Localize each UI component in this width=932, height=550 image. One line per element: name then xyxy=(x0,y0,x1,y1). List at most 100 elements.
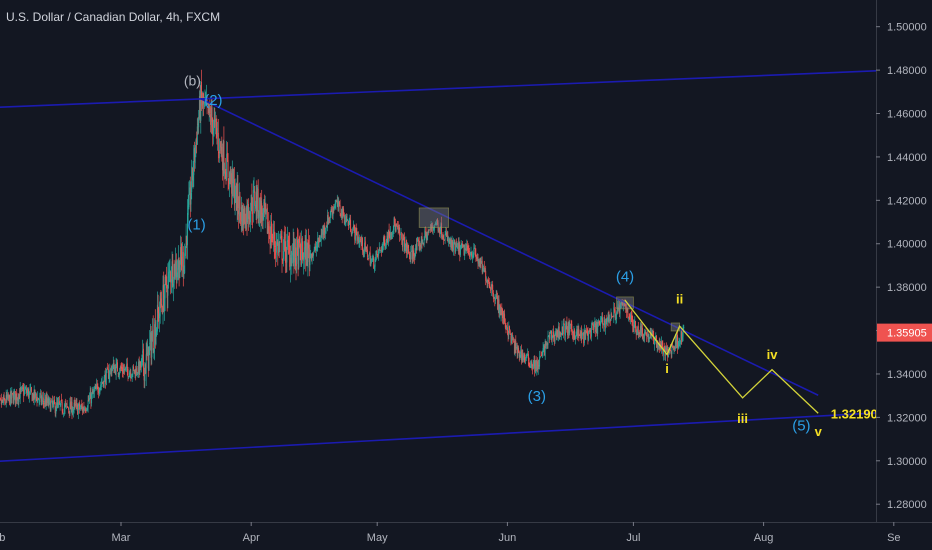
candle-body xyxy=(56,402,58,405)
candle-body xyxy=(518,354,520,357)
candle-body xyxy=(553,331,555,338)
candle-body xyxy=(299,236,300,243)
candle-body xyxy=(277,241,279,255)
candle-body xyxy=(534,360,536,373)
candle-body xyxy=(434,223,436,225)
candle-body xyxy=(612,316,614,317)
candle-body xyxy=(444,234,446,241)
candle-body xyxy=(327,215,329,224)
candle-body xyxy=(639,326,641,335)
candle-body xyxy=(614,310,616,319)
candle-body xyxy=(429,228,431,230)
price-axis-label: 1.28000 xyxy=(887,499,927,511)
candle-body xyxy=(394,224,396,232)
candle-body xyxy=(462,243,464,248)
candle-body xyxy=(223,141,225,174)
wave-label: (5) xyxy=(792,417,810,434)
candle-body xyxy=(274,245,276,247)
candle-body xyxy=(283,237,285,250)
candle-body xyxy=(367,258,369,260)
time-axis-label: Jun xyxy=(499,532,517,544)
candle-body xyxy=(302,252,304,260)
candle-body xyxy=(475,254,477,258)
candle-body xyxy=(238,196,240,217)
candle-body xyxy=(296,239,298,243)
candle-body xyxy=(500,307,502,316)
candle-body xyxy=(227,160,229,178)
candle-body xyxy=(552,331,554,337)
candle-body xyxy=(47,398,49,406)
candle-body xyxy=(502,309,503,319)
candle-body xyxy=(331,210,333,212)
candle-body xyxy=(502,316,504,321)
candle-body xyxy=(593,323,595,330)
candle-body xyxy=(49,399,51,400)
candle-body xyxy=(296,238,298,264)
candle-body xyxy=(610,313,612,321)
candle-body xyxy=(63,413,65,415)
candle-body xyxy=(329,216,331,218)
candle-body xyxy=(261,203,263,215)
candle-body xyxy=(85,410,87,411)
candle-body xyxy=(193,148,195,176)
candle-body xyxy=(183,270,185,272)
candle-body xyxy=(630,315,632,317)
wave-label: (3) xyxy=(528,388,546,405)
candle-body xyxy=(89,392,91,399)
candle-body xyxy=(146,352,148,355)
candle-body xyxy=(423,239,425,245)
candle-body xyxy=(391,233,393,236)
candle-body xyxy=(128,376,130,378)
candle-body xyxy=(665,347,667,355)
candle-body xyxy=(199,96,201,119)
candle-body xyxy=(295,258,297,266)
candle-body xyxy=(406,246,408,252)
candle-body xyxy=(565,322,567,325)
candle-body xyxy=(386,235,388,243)
candle-body xyxy=(577,329,579,337)
candle-body xyxy=(630,314,632,319)
candle-body xyxy=(438,227,440,231)
candle-body xyxy=(637,325,639,335)
candle-body xyxy=(342,207,344,219)
candle-body xyxy=(602,323,604,326)
candle-body xyxy=(442,235,444,239)
candle-body xyxy=(523,355,524,361)
candle-body xyxy=(125,366,127,368)
candle-body xyxy=(425,231,427,238)
candle-body xyxy=(197,123,199,125)
candle-body xyxy=(432,227,434,229)
candle-body xyxy=(589,329,591,332)
candle-body xyxy=(261,212,263,221)
candle-body xyxy=(147,344,149,356)
candle-body xyxy=(248,217,250,220)
candle-body xyxy=(212,128,214,137)
candle-body xyxy=(84,408,86,411)
candle-body xyxy=(31,392,33,402)
candle-body xyxy=(569,323,571,325)
candle-body xyxy=(100,383,102,385)
candle-body xyxy=(323,226,325,235)
candle-body xyxy=(467,249,469,250)
candle-body xyxy=(392,229,394,233)
candle-body xyxy=(115,363,117,376)
candle-body xyxy=(79,408,81,410)
candle-body xyxy=(546,342,548,346)
candle-body xyxy=(361,238,363,245)
candle-body xyxy=(287,239,289,246)
candle-body xyxy=(187,212,188,246)
candle-body xyxy=(357,237,359,240)
candle-body xyxy=(100,384,102,387)
candle-body xyxy=(485,281,487,283)
candle-body xyxy=(478,261,480,264)
candle-body xyxy=(291,252,293,267)
candle-body xyxy=(407,245,409,249)
candle-body xyxy=(621,301,623,305)
candle-body xyxy=(651,331,653,336)
candle-body xyxy=(493,297,495,299)
candle-body xyxy=(590,325,592,337)
candle-body xyxy=(400,231,402,233)
candle-body xyxy=(537,361,538,370)
candle-body xyxy=(341,208,342,218)
